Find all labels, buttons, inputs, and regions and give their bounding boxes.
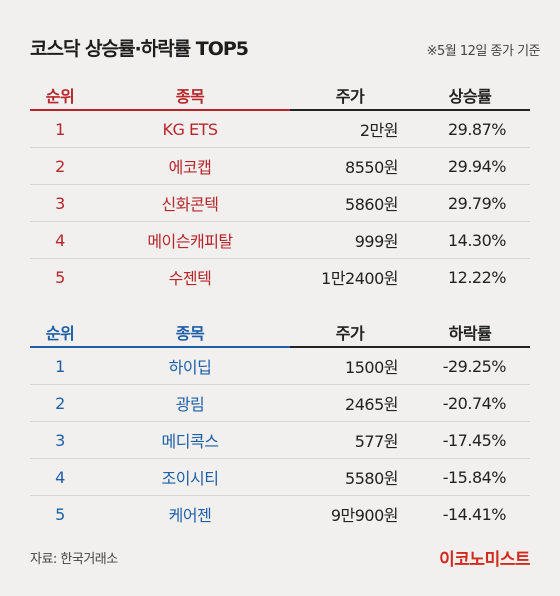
- stock-name-cell: 케어젠: [168, 506, 212, 525]
- price-cell: 9만900원: [330, 506, 399, 525]
- table-row: 3 신화콘텍 5860원 29.79%: [30, 184, 530, 222]
- stock-name-cell: 신화콘텍: [90, 184, 290, 222]
- date-note: ※5월 12일 종가 기준: [426, 44, 541, 59]
- table-row: 3 메디콕스 577원 -17.45%: [30, 421, 530, 459]
- rate-cell: 29.79%: [410, 184, 530, 222]
- rank-cell: 5: [55, 504, 65, 524]
- page-title: 코스닥 상승률·하락률 TOP5: [30, 38, 249, 60]
- stock-name-cell: 메디콕스: [90, 421, 290, 459]
- rate-cell: -20.74%: [410, 384, 530, 422]
- rank-cell: 5: [55, 267, 65, 287]
- table-row: 5 수젠텍 1만2400원 12.22%: [30, 259, 530, 296]
- rate-cell: -17.45%: [410, 421, 530, 459]
- table-header-row: 순위 종목 주가 상승률: [30, 81, 530, 111]
- rank-cell: 4: [30, 221, 90, 259]
- header-name: 종목: [90, 318, 290, 348]
- stock-name-cell: 조이시티: [90, 458, 290, 496]
- table-header-row: 순위 종목 주가 하락률: [30, 318, 530, 348]
- price-cell: 5580원: [290, 458, 410, 496]
- rank-cell: 1: [30, 110, 90, 148]
- header: 코스닥 상승률·하락률 TOP5 ※5월 12일 종가 기준: [30, 0, 541, 80]
- header-price: 주가: [290, 318, 410, 348]
- rate-cell: -29.25%: [410, 347, 530, 385]
- price-cell: 2465원: [290, 384, 410, 422]
- rank-cell: 4: [30, 458, 90, 496]
- price-cell: 999원: [290, 221, 410, 259]
- publisher-logo: 이코노미스트: [439, 550, 530, 570]
- price-cell: 2만원: [290, 110, 410, 148]
- stock-name-cell: 메이슨캐피탈: [90, 221, 290, 259]
- price-cell: 5860원: [290, 184, 410, 222]
- rank-cell: 1: [30, 347, 90, 385]
- header-rank: 순위: [30, 81, 90, 111]
- table-row: 4 조이시티 5580원 -15.84%: [30, 458, 530, 496]
- table-row: 5 케어젠 9만900원 -14.41%: [30, 496, 530, 533]
- header-rank: 순위: [30, 318, 90, 348]
- table-row: 1 KG ETS 2만원 29.87%: [30, 110, 530, 148]
- price-cell: 577원: [290, 421, 410, 459]
- table-row: 1 하이딥 1500원 -29.25%: [30, 347, 530, 385]
- stock-name-cell: KG ETS: [90, 110, 290, 148]
- losers-table: 순위 종목 주가 하락률 1 하이딥 1500원 -29.25% 2 광림 24…: [30, 318, 530, 532]
- stock-name-cell: 수젠텍: [168, 269, 212, 288]
- table-row: 2 광림 2465원 -20.74%: [30, 384, 530, 422]
- rate-cell: 29.87%: [410, 110, 530, 148]
- rate-cell: -14.41%: [442, 504, 507, 524]
- rank-cell: 3: [30, 421, 90, 459]
- stock-name-cell: 하이딥: [90, 347, 290, 385]
- rate-cell: -15.84%: [410, 458, 530, 496]
- source-note: 자료: 한국거래소: [30, 552, 118, 567]
- rate-cell: 14.30%: [410, 221, 530, 259]
- gainers-table: 순위 종목 주가 상승률 1 KG ETS 2만원 29.87% 2 에코캡 8…: [30, 81, 530, 295]
- rank-cell: 2: [30, 147, 90, 185]
- table-row: 2 에코캡 8550원 29.94%: [30, 147, 530, 185]
- stock-name-cell: 에코캡: [90, 147, 290, 185]
- header-rate: 상승률: [410, 81, 530, 111]
- price-cell: 1500원: [290, 347, 410, 385]
- header-price: 주가: [290, 81, 410, 111]
- price-cell: 1만2400원: [321, 269, 398, 288]
- stock-name-cell: 광림: [90, 384, 290, 422]
- price-cell: 8550원: [290, 147, 410, 185]
- header-rate: 하락률: [410, 318, 530, 348]
- header-name: 종목: [90, 81, 290, 111]
- rate-cell: 12.22%: [447, 267, 507, 287]
- rank-cell: 2: [30, 384, 90, 422]
- table-row: 4 메이슨캐피탈 999원 14.30%: [30, 221, 530, 259]
- rate-cell: 29.94%: [410, 147, 530, 185]
- rank-cell: 3: [30, 184, 90, 222]
